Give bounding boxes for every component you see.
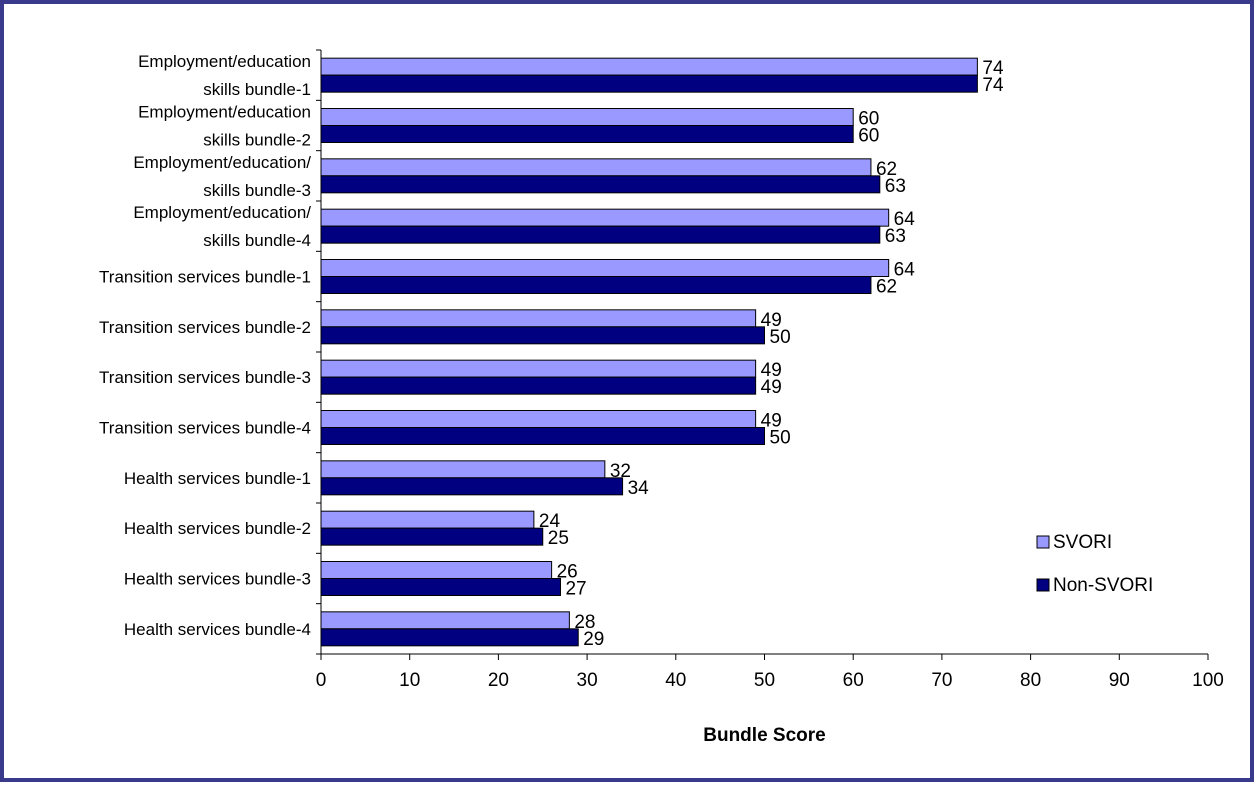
bar-svori	[320, 561, 553, 579]
bar-non-svori	[320, 527, 544, 546]
bar-non-svori	[320, 427, 765, 445]
bar-svori	[320, 359, 757, 378]
bar-svori	[320, 57, 978, 76]
x-axis-title: Bundle Score	[703, 725, 825, 746]
data-label: 64	[894, 260, 916, 281]
data-label: 27	[565, 579, 586, 600]
x-tick-label: 30	[577, 670, 598, 691]
legend-swatch	[1036, 578, 1050, 592]
bar-svori	[320, 460, 606, 479]
legend-swatch	[1036, 535, 1050, 549]
data-label: 24	[539, 511, 561, 532]
category-label-line: Transition services bundle-1	[99, 268, 311, 287]
bar-non-svori	[320, 477, 624, 496]
bar-non-svori	[320, 175, 881, 194]
bar-svori	[320, 611, 570, 630]
legend-label: SVORI	[1053, 532, 1112, 553]
x-tick-label: 70	[931, 670, 952, 691]
category-label-line: Health services bundle-4	[124, 620, 311, 639]
category-label-line: Employment/education/	[133, 203, 311, 222]
data-label: 28	[574, 612, 595, 633]
x-tick-label: 0	[316, 670, 327, 691]
x-tick-label: 60	[843, 670, 864, 691]
category-label: Health services bundle-2	[124, 519, 311, 538]
category-label: Transition services bundle-4	[99, 419, 311, 438]
category-label: Employment/education skills bundle-2	[138, 103, 311, 150]
x-tick-label: 80	[1020, 670, 1041, 691]
bar-non-svori	[320, 74, 978, 93]
x-tick-label: 20	[488, 670, 509, 691]
category-label-line: Employment/education	[138, 52, 311, 71]
x-tick-label: 50	[754, 670, 775, 691]
legend: SVORI Non-SVORI	[1036, 532, 1153, 596]
category-label: Employment/education skills bundle-1	[138, 52, 311, 99]
bar-svori	[320, 208, 890, 227]
category-label: Health services bundle-3	[124, 570, 311, 589]
data-label: 60	[858, 109, 879, 130]
x-tick-label: 10	[399, 670, 420, 691]
x-tick-label: 40	[665, 670, 686, 691]
data-label: 49	[761, 310, 782, 331]
x-tick-label: 100	[1192, 670, 1224, 691]
category-label-line: Employment/education/	[133, 153, 311, 172]
data-label: 63	[885, 176, 906, 197]
data-label: 29	[583, 629, 604, 650]
data-label: 26	[557, 562, 578, 583]
category-label-line: skills bundle-3	[203, 181, 311, 200]
data-label: 49	[761, 360, 782, 381]
bar-svori	[320, 158, 872, 177]
bar-non-svori	[320, 326, 765, 345]
data-label: 62	[876, 159, 897, 180]
data-label: 64	[894, 209, 916, 230]
data-label: 25	[548, 528, 569, 549]
legend-label: Non-SVORI	[1053, 575, 1153, 596]
category-label: Employment/education/skills bundle-3	[133, 153, 311, 200]
bar-svori	[320, 510, 535, 529]
data-label: 49	[761, 411, 782, 432]
category-label-line: Transition services bundle-4	[99, 419, 311, 438]
category-label: Transition services bundle-3	[99, 368, 311, 387]
category-label-line: Employment/education	[138, 103, 311, 122]
data-label: 62	[876, 277, 897, 298]
bar-non-svori	[320, 125, 854, 143]
category-label: Health services bundle-4	[124, 620, 311, 639]
category-label-line: Health services bundle-2	[124, 519, 311, 538]
category-label-line: skills bundle-2	[203, 131, 311, 150]
data-label: 74	[982, 58, 1004, 79]
bar-non-svori	[320, 225, 881, 244]
data-label: 34	[628, 478, 650, 499]
data-label: 74	[982, 75, 1004, 96]
bar-svori	[320, 259, 890, 277]
data-label: 60	[858, 126, 879, 147]
category-label-line: Transition services bundle-3	[99, 368, 311, 387]
data-label: 49	[761, 377, 782, 398]
data-label: 32	[610, 461, 631, 482]
bar-svori	[320, 410, 757, 428]
axes-layer	[316, 49, 1209, 660]
x-tick-label: 90	[1109, 670, 1130, 691]
category-label-line: skills bundle-4	[203, 231, 311, 250]
bar-svori	[320, 108, 854, 126]
category-label-line: Health services bundle-3	[124, 570, 311, 589]
data-label: 50	[770, 428, 791, 449]
category-label: Health services bundle-1	[124, 469, 311, 488]
category-label: Transition services bundle-1	[99, 268, 311, 287]
bar-non-svori	[320, 376, 757, 395]
bar-svori	[320, 309, 757, 328]
data-label: 50	[770, 327, 791, 348]
category-label-line: Health services bundle-1	[124, 469, 311, 488]
bar-non-svori	[320, 276, 872, 294]
category-label-line: skills bundle-1	[203, 80, 311, 99]
data-label: 63	[885, 226, 906, 247]
category-label-line: Transition services bundle-2	[99, 318, 311, 337]
category-label: Transition services bundle-2	[99, 318, 311, 337]
bar-non-svori	[320, 628, 579, 647]
bar-non-svori	[320, 578, 561, 596]
category-label: Employment/education/skills bundle-4	[133, 203, 311, 250]
